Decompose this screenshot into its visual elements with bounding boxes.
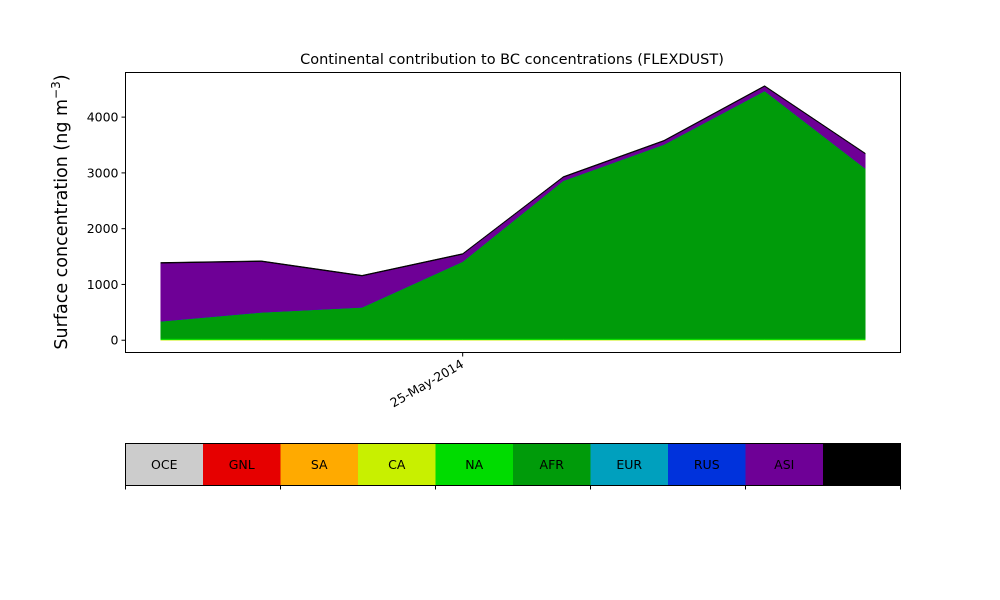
colorbar-swatch-sa	[280, 443, 359, 486]
colorbar-swatch-aus	[823, 443, 901, 486]
colorbar-label-na: NA	[465, 457, 483, 472]
colorbar-label-asi: ASI	[774, 457, 794, 472]
y-tick-label: 4000	[87, 110, 119, 125]
colorbar-label-eur: EUR	[616, 457, 642, 472]
y-axis-label: Surface concentration (ng m−3)	[49, 74, 72, 349]
colorbar-label-gnl: GNL	[229, 457, 255, 472]
stacked-areas	[160, 85, 866, 341]
y-tick-label: 0	[111, 333, 119, 348]
y-tick-label: 2000	[87, 221, 119, 236]
colorbar-frame	[125, 443, 901, 486]
plot-frame	[125, 72, 901, 353]
y-axis: 0 1000 2000 3000 4000	[87, 110, 126, 348]
chart-title: Continental contribution to BC concentra…	[300, 52, 724, 68]
y-axis-label-exponent: −3	[49, 81, 63, 99]
colorbar-label-oce: OCE	[151, 457, 178, 472]
area-aus	[160, 85, 866, 277]
y-axis-label-close: )	[52, 74, 72, 81]
colorbar-label-ca: CA	[388, 457, 406, 472]
colorbar-label-afr: AFR	[540, 457, 565, 472]
colorbar-swatch-afr	[513, 443, 591, 486]
colorbar-label-rus: RUS	[694, 457, 720, 472]
colorbar-swatch-oce	[125, 443, 204, 486]
colorbar-label-aus: AUS	[849, 457, 875, 472]
colorbar: OCE GNL SA CA NA AFR EUR RUS ASI AUS	[125, 443, 901, 490]
colorbar-swatch-asi	[745, 443, 824, 486]
colorbar-swatch-eur	[590, 443, 669, 486]
y-tick-label: 1000	[87, 277, 119, 292]
colorbar-label-sa: SA	[311, 457, 328, 472]
colorbar-swatch-ca	[358, 443, 436, 486]
y-tick-label: 3000	[87, 165, 119, 180]
x-axis: 25-May-2014	[387, 352, 466, 410]
x-tick-label: 25-May-2014	[387, 356, 466, 410]
colorbar-swatch-gnl	[203, 443, 281, 486]
y-axis-label-text: Surface concentration (ng m	[52, 99, 72, 350]
colorbar-swatch-rus	[668, 443, 746, 486]
colorbar-swatch-na	[435, 443, 514, 486]
